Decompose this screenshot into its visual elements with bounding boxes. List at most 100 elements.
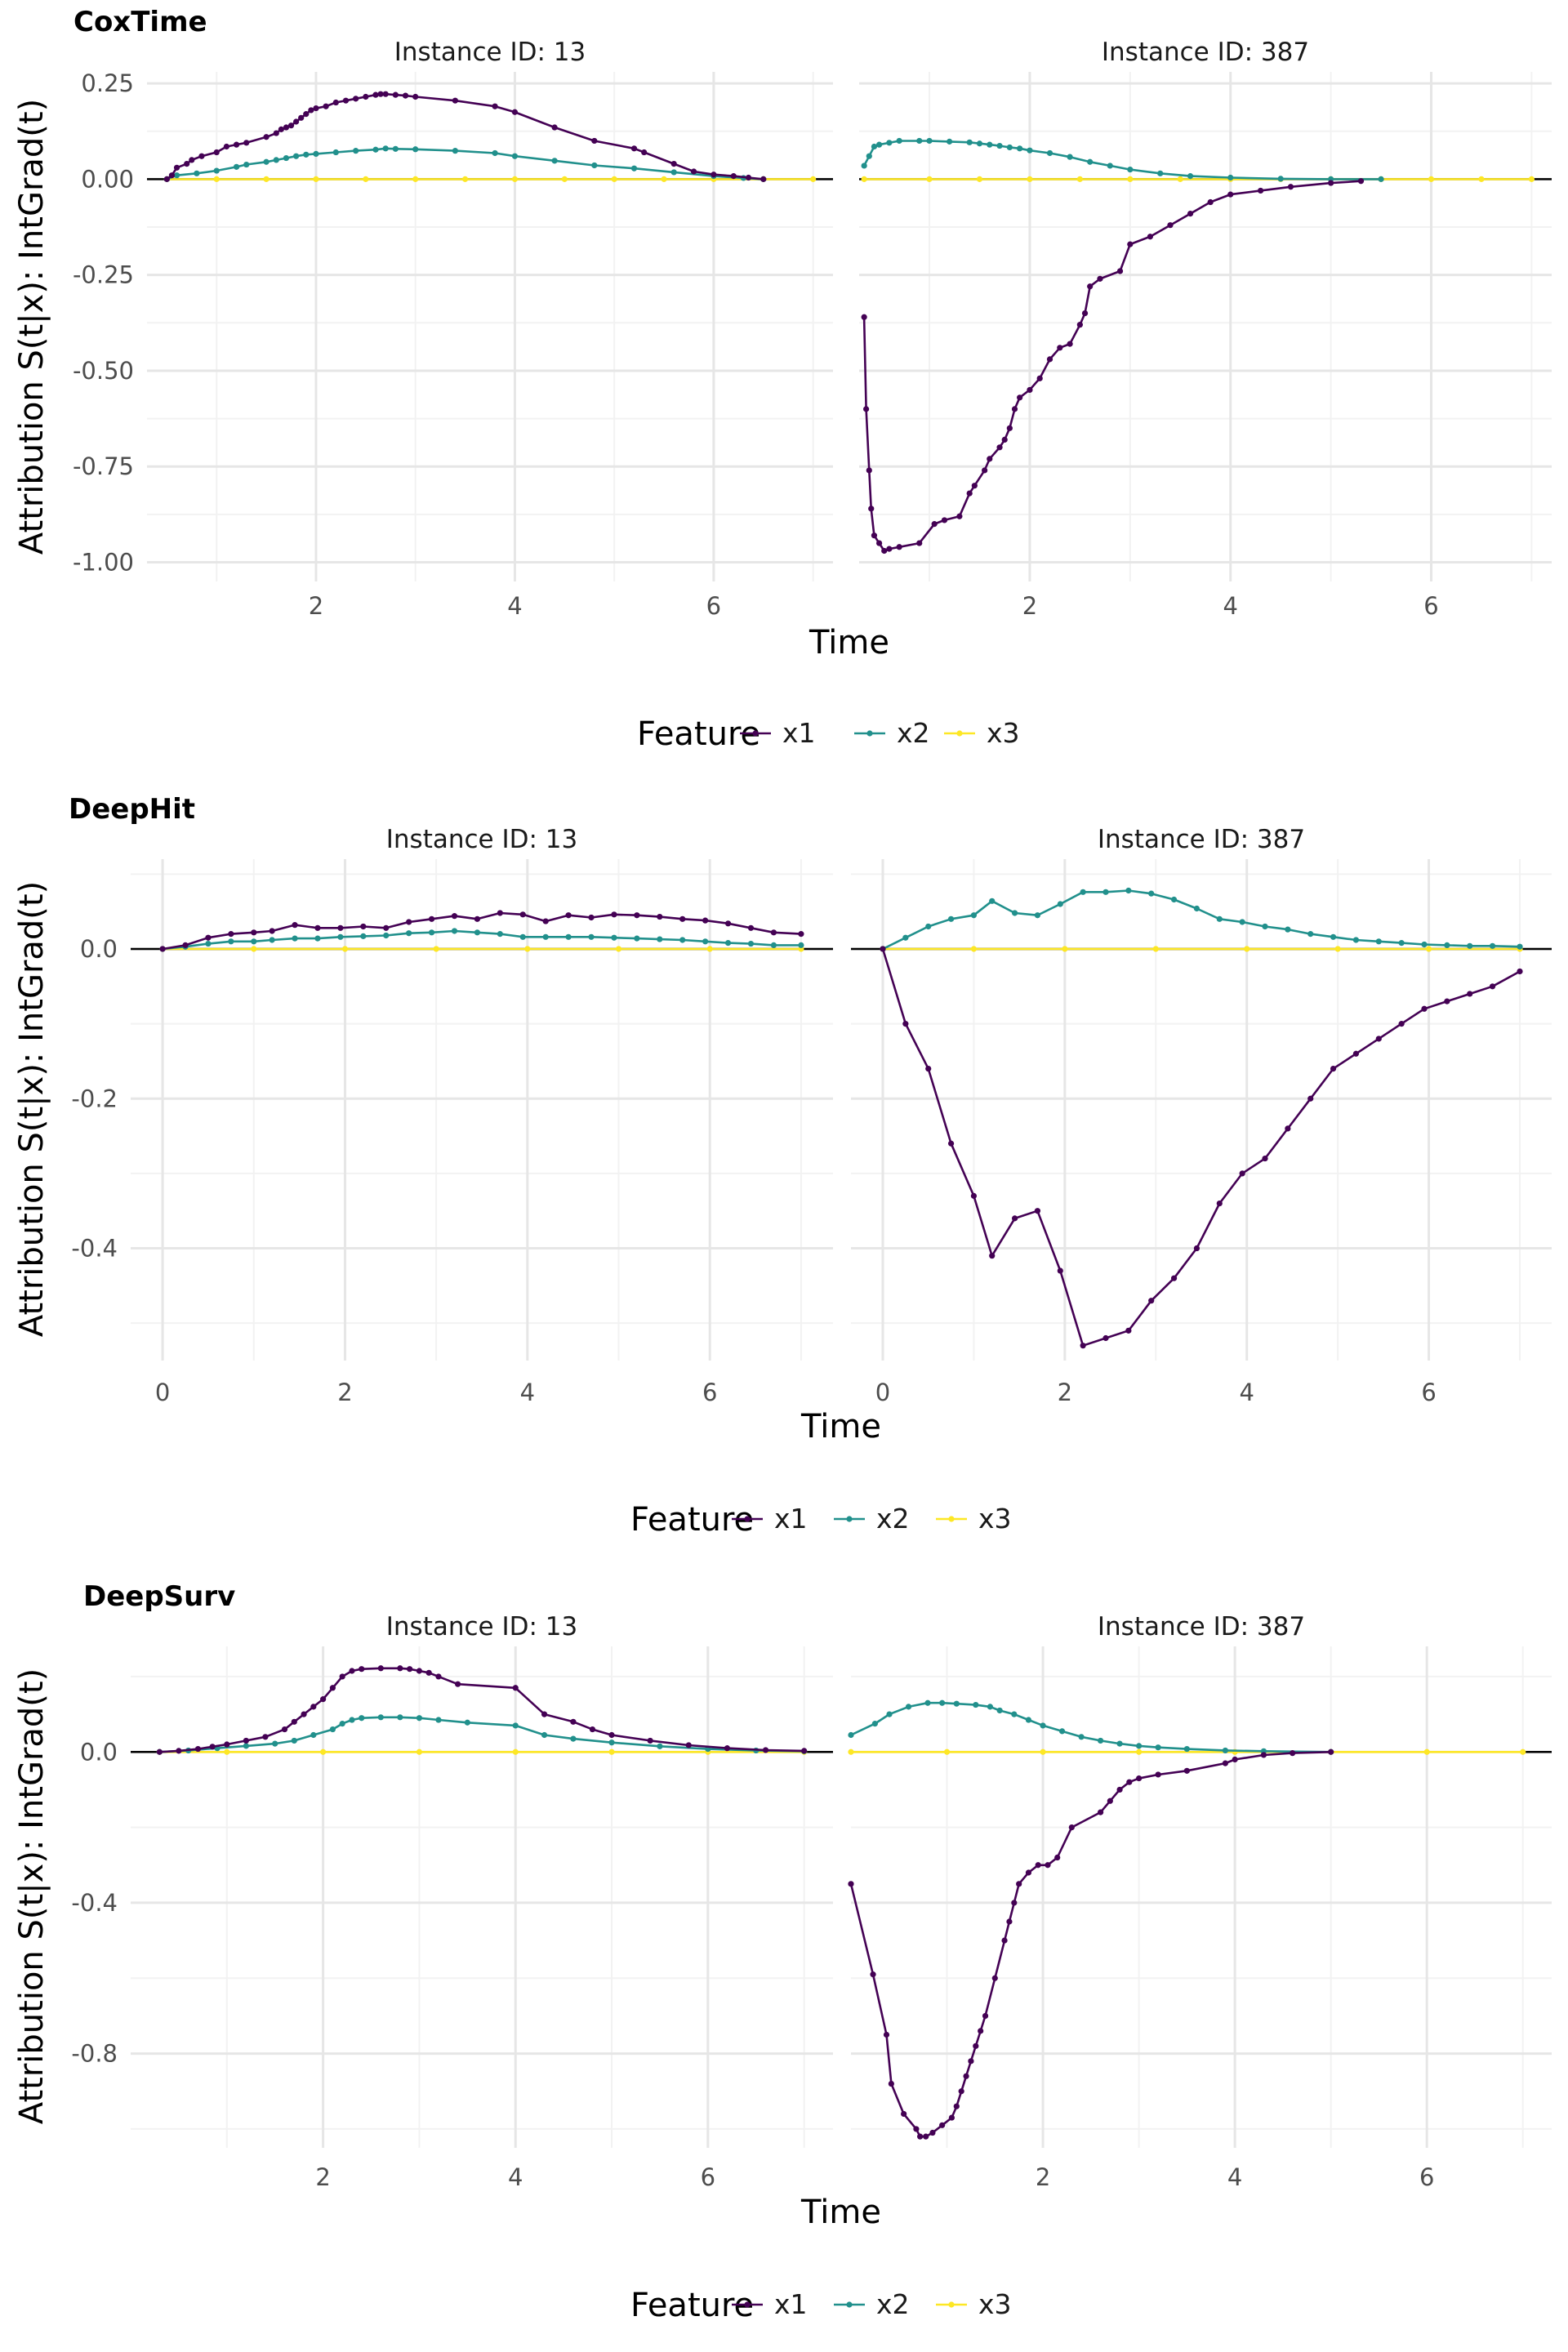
data-point-x2 <box>263 158 270 165</box>
data-point-x2 <box>848 1731 854 1739</box>
data-point-x2 <box>519 933 526 940</box>
legend-label-x1: x1 <box>774 1503 808 1535</box>
data-point-x2 <box>886 140 893 146</box>
x-tick-label: 6 <box>1421 1379 1436 1406</box>
data-point-x3 <box>1334 946 1341 952</box>
data-point-x2 <box>332 149 339 156</box>
data-point-x2 <box>213 167 220 174</box>
data-point-x1 <box>1097 1809 1104 1815</box>
data-point-x2 <box>1034 912 1041 919</box>
data-point-x1 <box>349 1668 355 1674</box>
data-point-x2 <box>973 1701 979 1708</box>
data-point-x2 <box>272 1740 278 1747</box>
y-tick-label: 0.00 <box>81 165 134 193</box>
data-point-x3 <box>1152 946 1159 952</box>
x-tick-label: 4 <box>507 592 522 620</box>
data-point-x1 <box>863 406 870 412</box>
data-point-x1 <box>1006 1918 1013 1925</box>
data-point-x2 <box>359 1715 365 1722</box>
data-point-x1 <box>1328 180 1334 186</box>
data-point-x2 <box>313 150 319 158</box>
data-point-x1 <box>198 153 205 159</box>
data-point-x2 <box>451 928 458 934</box>
y-tick-label: -0.4 <box>71 1889 118 1917</box>
data-point-x3 <box>1040 1748 1046 1755</box>
data-point-x1 <box>1187 210 1194 217</box>
x-tick-label: 4 <box>508 2163 523 2191</box>
data-point-x1 <box>888 2080 894 2087</box>
data-point-x1 <box>916 540 923 546</box>
data-point-x2 <box>1097 1737 1104 1744</box>
data-point-x3 <box>1478 176 1485 182</box>
data-point-x2 <box>541 1731 548 1739</box>
data-point-x1 <box>1125 1327 1132 1334</box>
data-point-x2 <box>349 1717 355 1723</box>
y-tick-label: -0.50 <box>73 357 134 385</box>
data-point-x1 <box>363 93 369 100</box>
data-point-x1 <box>657 913 663 920</box>
data-point-x2 <box>1078 1734 1085 1740</box>
data-point-x3 <box>1520 1748 1526 1755</box>
data-point-x2 <box>1222 1747 1228 1754</box>
data-point-x1 <box>301 1711 307 1717</box>
data-point-x1 <box>1260 1752 1267 1758</box>
data-point-x1 <box>1127 241 1134 247</box>
data-point-x2 <box>989 898 996 904</box>
data-point-x2 <box>1467 942 1473 949</box>
data-point-x1 <box>1087 283 1094 290</box>
data-point-x3 <box>412 176 419 182</box>
data-point-x1 <box>310 1704 317 1710</box>
panel-strip-label: Instance ID: 13 <box>394 38 586 67</box>
data-point-x2 <box>293 153 300 159</box>
data-point-x3 <box>524 946 531 952</box>
panel-1: Instance ID: 13 2 4 6 0.25 0.00 -0.25 -0.50 -0.7… <box>73 38 833 620</box>
data-point-x1 <box>224 1741 230 1748</box>
data-point-x1 <box>293 118 300 125</box>
data-point-x1 <box>588 914 595 921</box>
data-point-x3 <box>861 176 867 182</box>
data-point-x2 <box>512 1722 519 1729</box>
data-point-x1 <box>1076 322 1083 328</box>
data-point-x1 <box>303 111 310 118</box>
legend-key-point-x3 <box>948 2301 955 2308</box>
data-point-x1 <box>881 547 888 555</box>
data-point-x3 <box>1027 176 1033 182</box>
data-point-x2 <box>630 165 638 172</box>
panel-strip-label: Instance ID: 387 <box>1098 825 1305 854</box>
data-point-x1 <box>1357 178 1365 185</box>
legend-key-point-x1 <box>752 730 759 737</box>
data-point-x1 <box>848 1881 854 1887</box>
legend-label-x1: x1 <box>782 717 816 749</box>
data-point-x2 <box>924 1699 931 1706</box>
data-point-x1 <box>1027 386 1033 394</box>
y-tick-label: 0.25 <box>81 69 134 97</box>
data-point-x1 <box>641 149 648 156</box>
data-point-x2 <box>310 1731 317 1739</box>
data-point-x3 <box>926 176 933 182</box>
data-point-x2 <box>1148 890 1155 897</box>
data-point-x1 <box>372 91 379 98</box>
data-point-x2 <box>591 162 598 169</box>
data-point-x2 <box>273 157 279 163</box>
data-point-x1 <box>982 467 988 474</box>
data-point-x1 <box>273 130 279 136</box>
data-point-x1 <box>1147 234 1154 240</box>
data-point-x1 <box>1352 1050 1360 1057</box>
data-point-x3 <box>1127 176 1134 182</box>
data-point-x2 <box>551 158 558 164</box>
data-point-x1 <box>1290 1750 1296 1757</box>
data-point-x1 <box>1025 1869 1032 1876</box>
panel-strip-label: Instance ID: 387 <box>1098 1612 1305 1642</box>
x-tick-label: 4 <box>1227 2163 1242 2191</box>
data-point-x2 <box>303 151 310 158</box>
data-point-x2 <box>243 1743 249 1749</box>
data-point-x2 <box>1193 905 1200 912</box>
data-point-x2 <box>406 930 412 937</box>
x-tick-label: 2 <box>309 592 323 620</box>
data-point-x2 <box>205 940 212 947</box>
data-point-x2 <box>947 138 953 145</box>
data-point-x2 <box>353 148 359 154</box>
data-point-x1 <box>1467 991 1473 997</box>
data-point-x1 <box>251 929 257 936</box>
